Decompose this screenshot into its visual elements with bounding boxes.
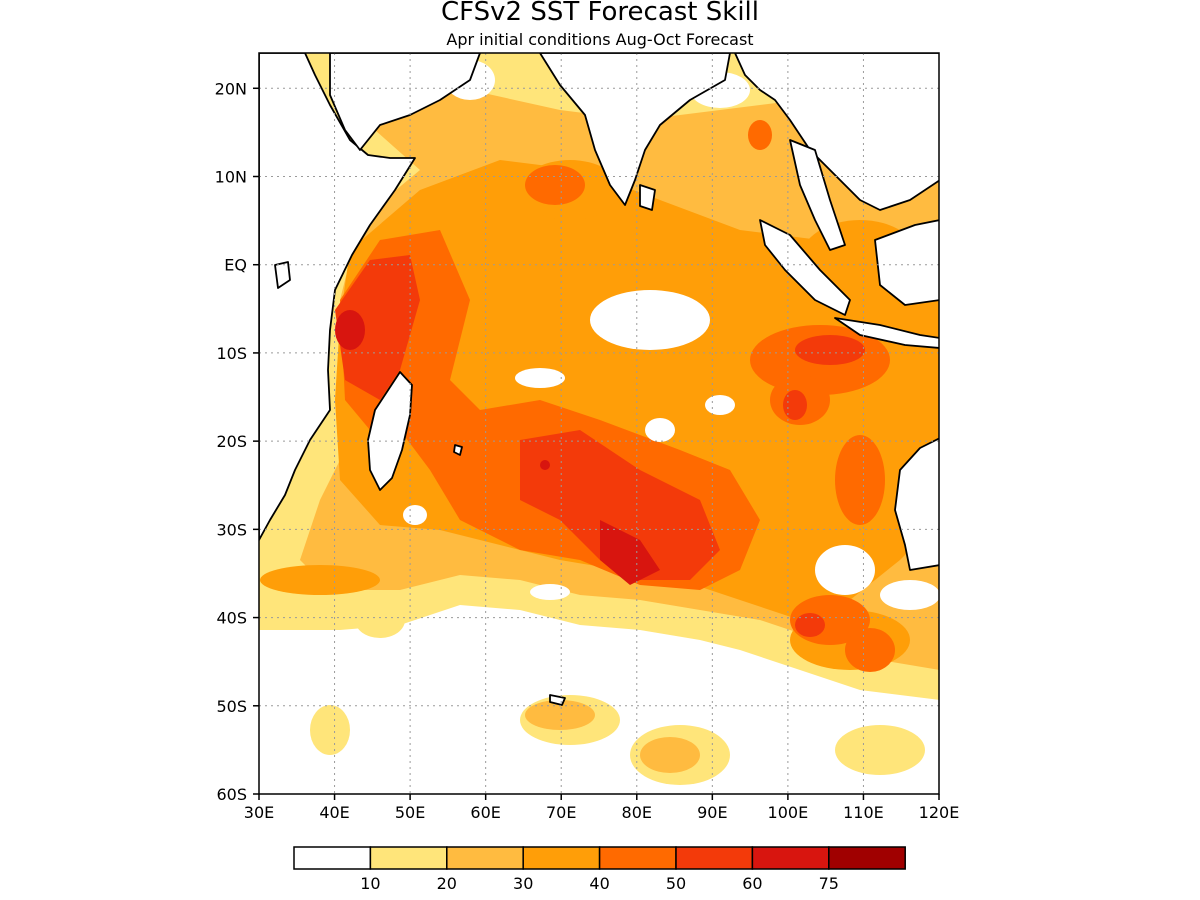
legend-label: 50	[666, 874, 686, 893]
legend-swatch	[675, 846, 754, 870]
legend-label: 60	[742, 874, 762, 893]
skill-area	[515, 368, 565, 388]
madagascar-island	[367, 371, 413, 491]
lat-tick-label: 10N	[215, 168, 247, 187]
legend-swatch	[446, 846, 524, 870]
skill-area	[748, 120, 772, 150]
legend-swatch	[828, 846, 906, 870]
skill-area	[795, 335, 865, 365]
skill-area	[590, 290, 710, 350]
lat-tick-label: 20S	[216, 432, 247, 451]
lat-tick-label: 60S	[216, 785, 247, 804]
lat-tick-label: 30S	[216, 520, 247, 539]
skill-area	[835, 435, 885, 525]
skill-area	[815, 545, 875, 595]
skill-area	[880, 580, 939, 610]
skill-layer-60-75	[335, 310, 660, 585]
skill-area	[525, 700, 595, 730]
skill-area	[530, 584, 570, 600]
malay-peninsula	[789, 139, 846, 251]
map-panel	[259, 53, 939, 794]
lat-tick-label: 10S	[216, 344, 247, 363]
map-frame	[258, 52, 940, 795]
legend-swatch	[751, 846, 830, 870]
lon-tick-label: 100E	[768, 803, 809, 822]
longitude-axis: 30E 40E 50E 60E 70E 80E 90E 100E 110E 120E	[244, 794, 960, 822]
skill-area	[335, 255, 420, 400]
legend-label: 75	[819, 874, 839, 893]
skill-area	[645, 418, 675, 442]
africa-landmass	[259, 53, 416, 541]
island	[274, 261, 291, 289]
lat-tick-label: 50S	[216, 697, 247, 716]
skill-area	[525, 165, 585, 205]
legend-swatch	[522, 846, 601, 870]
skill-area	[335, 310, 365, 350]
lon-tick-label: 90E	[697, 803, 727, 822]
skill-area	[520, 430, 720, 580]
lat-tick-label: 20N	[215, 79, 247, 98]
sumatra-island	[759, 219, 851, 316]
legend-label: 20	[437, 874, 457, 893]
skill-area	[310, 705, 350, 755]
skill-area	[355, 602, 405, 638]
borneo-island	[874, 219, 939, 306]
island	[453, 444, 463, 456]
latitude-axis: 20N 10N EQ 10S 20S 30S 40S 50S 60S	[215, 79, 259, 804]
lon-tick-label: 30E	[244, 803, 274, 822]
lat-tick-label: EQ	[224, 256, 247, 275]
lat-tick-label: 40S	[216, 609, 247, 628]
legend-label: 30	[513, 874, 533, 893]
skill-area	[600, 520, 660, 585]
lon-tick-label: 70E	[546, 803, 576, 822]
skill-area	[403, 505, 427, 525]
legend-swatch	[598, 846, 677, 870]
southeast-asia-landmass	[734, 53, 939, 211]
skill-area	[640, 737, 700, 773]
skill-layer-50-60	[335, 255, 865, 637]
page-subtitle: Apr initial conditions Aug-Oct Forecast	[446, 30, 753, 49]
skill-area	[835, 725, 925, 775]
skill-area	[705, 395, 735, 415]
lon-tick-label: 40E	[319, 803, 349, 822]
legend-label: 10	[360, 874, 380, 893]
lon-tick-label: 60E	[470, 803, 500, 822]
arabia-landmass	[329, 53, 481, 151]
lon-tick-label: 50E	[395, 803, 425, 822]
lon-tick-label: 110E	[843, 803, 884, 822]
india-landmass	[539, 53, 731, 206]
skill-area	[540, 460, 550, 470]
lon-tick-label: 80E	[622, 803, 652, 822]
lon-tick-label: 120E	[919, 803, 960, 822]
java-island	[834, 317, 939, 349]
page-title: CFSv2 SST Forecast Skill	[441, 0, 759, 27]
skill-area	[795, 613, 825, 637]
legend-label: 40	[589, 874, 609, 893]
sri-lanka-island	[639, 184, 656, 211]
skill-area	[783, 390, 807, 420]
australia-landmass	[894, 437, 939, 571]
color-legend: 10 20 30 40 50 60 75	[293, 846, 906, 893]
coastlines	[259, 53, 939, 706]
skill-area	[260, 565, 380, 595]
skill-area	[845, 628, 895, 672]
legend-swatch	[369, 846, 448, 870]
legend-swatch	[293, 846, 372, 870]
